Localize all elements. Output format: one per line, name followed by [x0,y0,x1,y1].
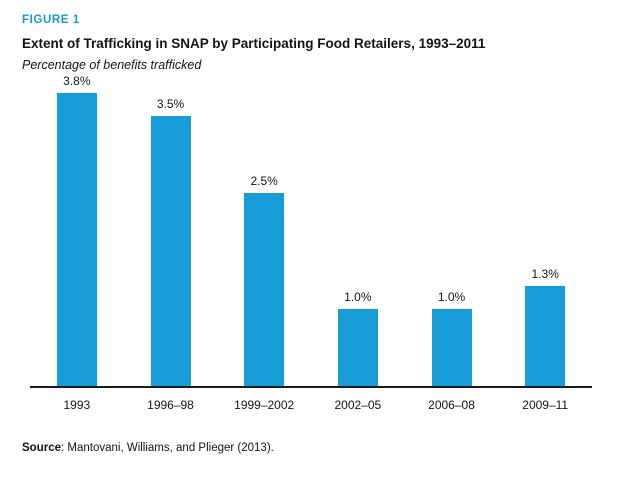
bar [337,309,378,386]
x-axis-label: 1993 [63,398,91,412]
x-axis-label: 2006–08 [428,398,475,412]
x-axis-labels: 1993 1996–98 1999–2002 2002–05 2006–08 2009–1… [30,388,592,412]
source-label: Source [22,442,61,454]
bar [244,193,285,386]
bar-column: 1.0% [405,290,499,386]
bar [431,309,472,386]
bar-value-label: 3.8% [63,74,91,88]
chart-title: Extent of Trafficking in SNAP by Partici… [22,36,486,51]
source-text: : Mantovani, Williams, and Plieger (2013… [61,442,274,454]
x-axis-label: 2002–05 [334,398,382,412]
source-note: Source: Mantovani, Williams, and Plieger… [0,442,620,454]
bar-column: 1.0% [311,290,405,386]
figure-label: FIGURE 1 [22,14,80,26]
x-axis-label: 1996–98 [147,398,194,412]
figure-header: FIGURE 1 Extent of Trafficking in SNAP b… [0,0,620,72]
bar [56,93,97,386]
bar-column: 3.5% [124,97,218,386]
bar-value-label: 1.0% [437,290,466,304]
chart-subtitle: Percentage of benefits trafficked [22,58,202,72]
plot-area: 3.8% 3.5% 2.5% 1.0% 1.0% 1.3% [30,74,592,388]
bar-value-label: 3.5% [156,97,185,111]
bar-value-label: 1.3% [531,267,559,281]
x-axis-label: 2009–11 [522,398,569,412]
bar-value-label: 2.5% [250,174,278,188]
bar-value-label: 1.0% [344,290,372,304]
bar-column: 1.3% [498,267,592,386]
bar [525,286,566,386]
bar-chart: 3.8% 3.5% 2.5% 1.0% 1.0% 1.3% 1993 1996–98 1999… [30,74,592,412]
bar [150,116,191,386]
bar-column: 2.5% [217,174,311,386]
bar-column: 3.8% [30,74,124,386]
x-axis-label: 1999–2002 [234,398,295,412]
